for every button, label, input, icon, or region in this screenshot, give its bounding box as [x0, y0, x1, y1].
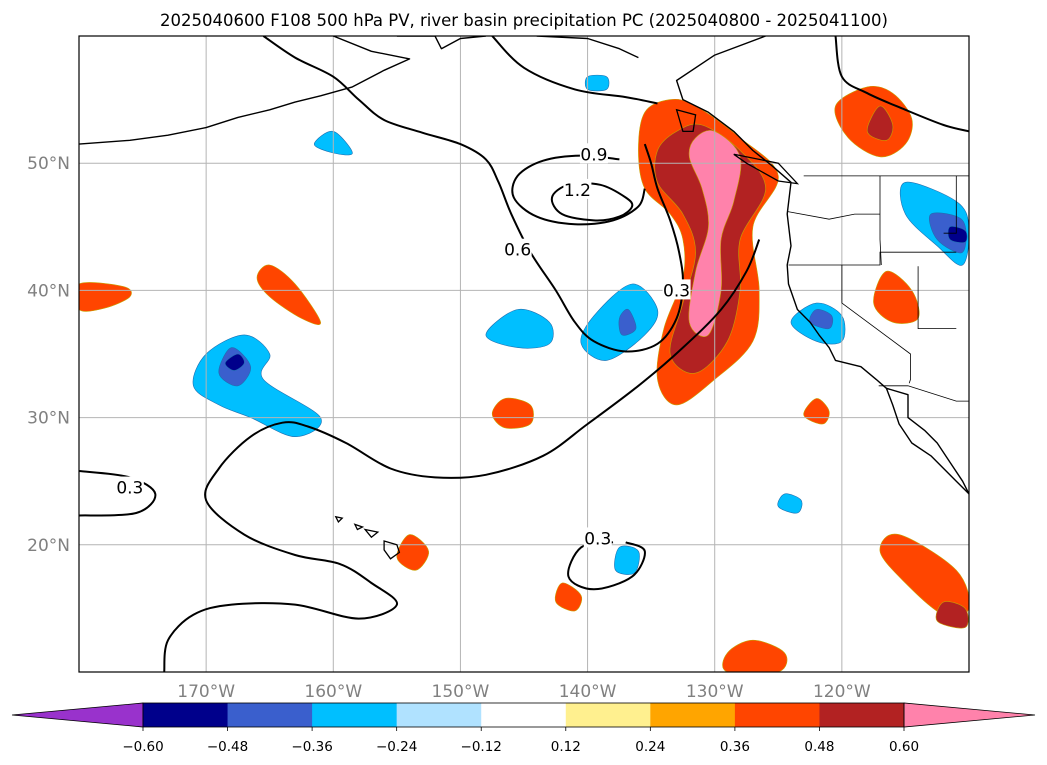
- pv-contour: [567, 541, 646, 591]
- colorbar-tick-label: −0.48: [207, 739, 248, 755]
- colorbar-tick-label: 0.48: [804, 739, 834, 755]
- political-border: [943, 175, 957, 234]
- colorbar-segment: [565, 703, 651, 727]
- lat-tick-label: 50°N: [27, 154, 70, 174]
- island-outline: [733, 153, 800, 185]
- lat-tick-label: 30°N: [27, 409, 70, 429]
- political-border: [787, 211, 880, 220]
- island-outline: [353, 523, 365, 531]
- coastline-layer: [79, 36, 969, 560]
- precip-region: [866, 105, 894, 141]
- precip-region: [722, 639, 788, 672]
- contour-label: 0.3: [584, 529, 611, 549]
- colorbar-outline: [142, 702, 905, 728]
- colorbar-tick-label: 0.36: [720, 739, 750, 755]
- colorbar-segment: [481, 703, 567, 727]
- island-outline: [363, 528, 380, 539]
- pv-contour: [163, 239, 761, 672]
- colorbar-segment: [734, 703, 820, 727]
- island-outline: [334, 515, 344, 523]
- colorbar-segment: [312, 703, 398, 727]
- colorbar-tick-label: −0.60: [122, 739, 163, 755]
- coastline: [79, 36, 411, 145]
- contour-label-backing: [115, 476, 144, 497]
- contour-label: 0.3: [116, 479, 143, 499]
- gridlines-layer: [79, 36, 969, 672]
- lon-tick-label: 130°W: [686, 682, 744, 702]
- contour-label: 0.3: [663, 281, 690, 301]
- precip-region: [809, 309, 834, 330]
- colorbar-tick-label: −0.24: [376, 739, 417, 755]
- precip-region: [614, 545, 640, 575]
- contour-label-backing: [662, 279, 691, 300]
- pv-contour: [79, 470, 157, 517]
- map-content: 0.9 1.2 0.6 0.3 0.3 0.3: [79, 36, 969, 672]
- pv-contour-labels-layer: 0.9 1.2 0.6 0.3 0.3 0.3: [115, 143, 691, 549]
- island-outline: [675, 108, 697, 133]
- precip-region: [584, 74, 610, 92]
- precip-region: [485, 308, 554, 349]
- political-border: [917, 266, 957, 329]
- contour-label: 0.9: [580, 145, 607, 165]
- longitude-labels: 170°W 160°W 150°W 140°W 130°W 120°W: [177, 682, 871, 702]
- contour-label-backing: [503, 238, 532, 259]
- pv-contour-layer: [79, 36, 969, 672]
- colorbar-tick-label: 0.60: [889, 739, 919, 755]
- precip-region: [79, 282, 132, 312]
- pv-contour: [834, 36, 969, 133]
- colorbar-segment: [143, 703, 229, 727]
- pv-contour: [511, 154, 646, 226]
- political-border: [788, 251, 957, 266]
- precip-region: [777, 493, 803, 514]
- contour-label-backing: [563, 178, 592, 199]
- colorbar-tick-label: 0.12: [551, 739, 581, 755]
- contour-label: 0.6: [504, 241, 531, 261]
- political-border: [878, 385, 969, 402]
- precip-region: [491, 397, 534, 429]
- precip-region: [618, 308, 637, 336]
- precip-region: [224, 353, 245, 371]
- lon-tick-label: 150°W: [432, 682, 490, 702]
- precip-region: [873, 270, 920, 324]
- colorbar: −0.60 −0.48 −0.36 −0.24 −0.12 0.12 0.24 0.36 0.4…: [11, 702, 1036, 755]
- precip-region: [554, 582, 583, 612]
- contour-label-backing: [579, 143, 608, 164]
- lat-tick-label: 40°N: [27, 281, 70, 301]
- contour-label-backing: [583, 527, 612, 548]
- pv-contour: [491, 36, 658, 105]
- map-panel: 0.9 1.2 0.6 0.3 0.3 0.3: [78, 35, 970, 673]
- political-border: [841, 265, 911, 384]
- lon-tick-label: 160°W: [304, 682, 362, 702]
- precip-region: [935, 601, 969, 629]
- lat-tick-label: 20°N: [27, 536, 70, 556]
- island-outline: [383, 540, 401, 560]
- colorbar-tick-label: −0.36: [291, 739, 332, 755]
- coastline: [886, 387, 969, 495]
- colorbar-segment: [819, 703, 905, 727]
- colorbar-segment: [650, 703, 736, 727]
- lon-tick-label: 140°W: [559, 682, 617, 702]
- coastline: [675, 36, 969, 495]
- coastline: [536, 36, 639, 59]
- latitude-labels: 20°N 30°N 40°N 50°N: [27, 154, 70, 556]
- colorbar-tick-label: −0.12: [461, 739, 502, 755]
- borders-layer: [787, 175, 969, 402]
- colorbar-tick-label: 0.24: [635, 739, 665, 755]
- contour-label: 1.2: [564, 181, 591, 201]
- precip-region: [256, 264, 321, 325]
- political-border: [879, 175, 882, 266]
- chart-title: 2025040600 F108 500 hPa PV, river basin …: [160, 11, 888, 30]
- colorbar-extend-high: [903, 702, 1036, 728]
- lon-tick-label: 120°W: [813, 682, 871, 702]
- colorbar-segment: [227, 703, 313, 727]
- colorbar-segment: [396, 703, 482, 727]
- colorbar-extend-low: [11, 702, 144, 728]
- pv-contour: [262, 36, 684, 353]
- coastline: [396, 36, 486, 50]
- map-frame: [78, 35, 970, 673]
- lon-tick-label: 170°W: [177, 682, 235, 702]
- precip-region: [947, 226, 968, 243]
